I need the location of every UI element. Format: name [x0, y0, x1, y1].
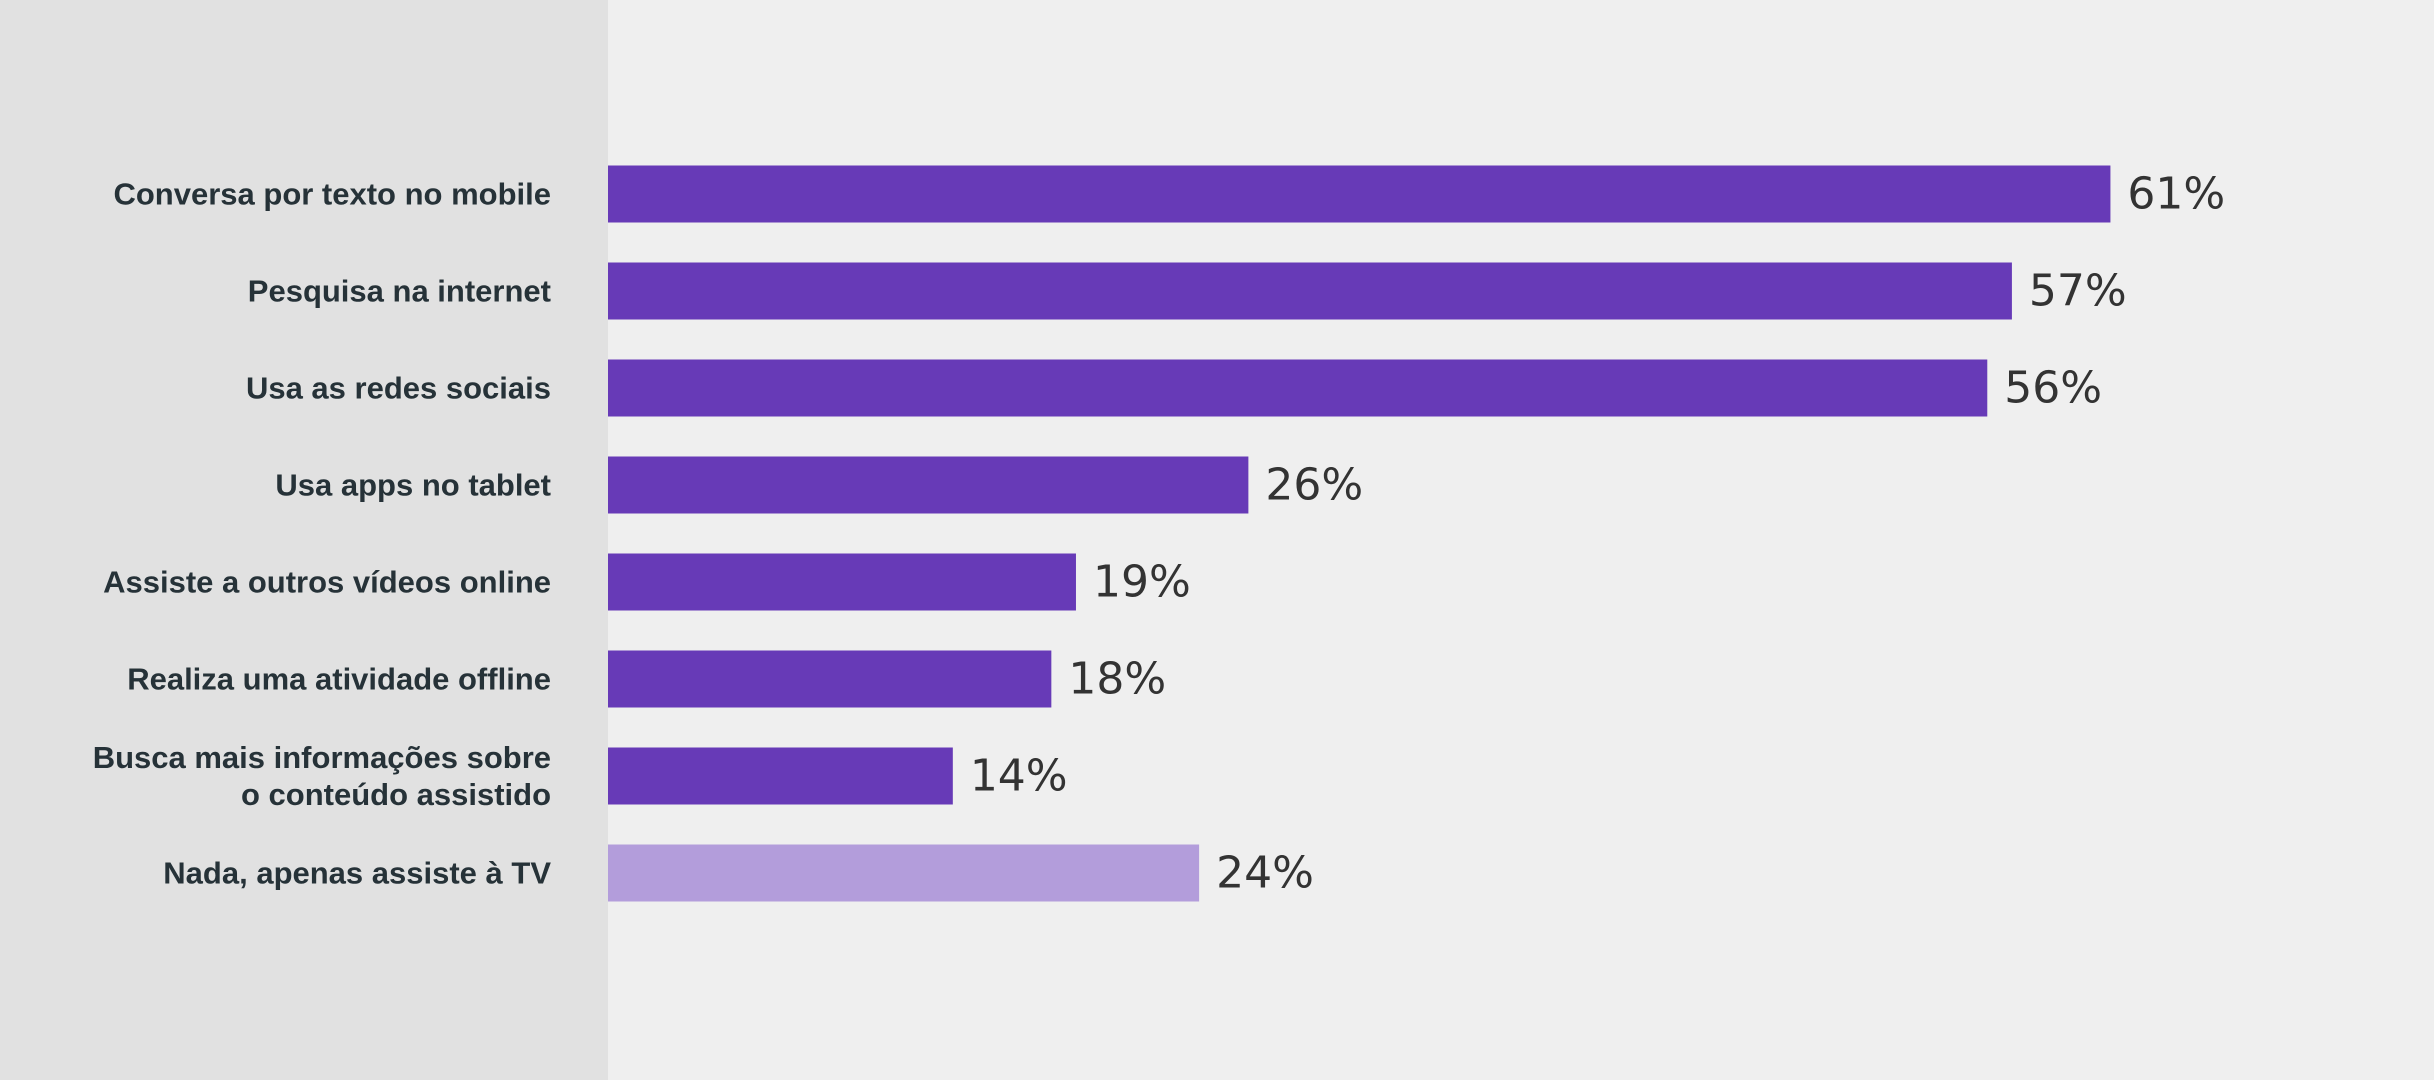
category-label-line: Busca mais informações sobre	[93, 740, 551, 775]
bar	[608, 262, 2012, 320]
category-label: Nada, apenas assiste à TV	[163, 856, 551, 891]
category-label-line: Pesquisa na internet	[248, 274, 551, 309]
category-label: Usa apps no tablet	[275, 468, 551, 503]
value-label: 26%	[1265, 460, 1363, 511]
category-label-line: o conteúdo assistido	[241, 777, 551, 812]
value-label: 18%	[1068, 654, 1166, 705]
category-label: Realiza uma atividade offline	[127, 662, 551, 697]
value-label: 56%	[2004, 363, 2102, 414]
bar	[608, 650, 1052, 708]
category-label: Usa as redes sociais	[246, 371, 551, 406]
value-labels-group: 61%57% 56% 26% 19% 18%14% 24%	[970, 169, 2225, 899]
category-label-line: Usa as redes sociais	[246, 371, 551, 406]
bars-group	[608, 165, 2111, 902]
category-label-line: Usa apps no tablet	[275, 468, 551, 503]
bar	[608, 553, 1076, 611]
category-label-line: Conversa por texto no mobile	[113, 177, 551, 212]
category-labels-group: Conversa por texto no mobile Pesquisa na …	[93, 177, 552, 891]
value-label: 19%	[1093, 557, 1191, 608]
category-label-panel	[0, 0, 608, 1080]
bar	[608, 359, 1988, 417]
bar	[608, 747, 953, 805]
category-label-line: Assiste a outros vídeos online	[103, 565, 551, 600]
value-label: 24%	[1216, 848, 1314, 899]
value-label: 14%	[970, 751, 1068, 802]
category-label: Conversa por texto no mobile	[113, 177, 551, 212]
bar	[608, 165, 2111, 223]
bar	[608, 844, 1200, 902]
category-label-line: Realiza uma atividade offline	[127, 662, 551, 697]
category-label-line: Nada, apenas assiste à TV	[163, 856, 551, 891]
bar	[608, 456, 1249, 514]
category-label: Pesquisa na internet	[248, 274, 551, 309]
value-label: 57%	[2029, 266, 2127, 317]
value-label: 61%	[2127, 169, 2225, 220]
category-label: Assiste a outros vídeos online	[103, 565, 551, 600]
category-label: Busca mais informações sobre o conteúdo a…	[93, 740, 551, 812]
